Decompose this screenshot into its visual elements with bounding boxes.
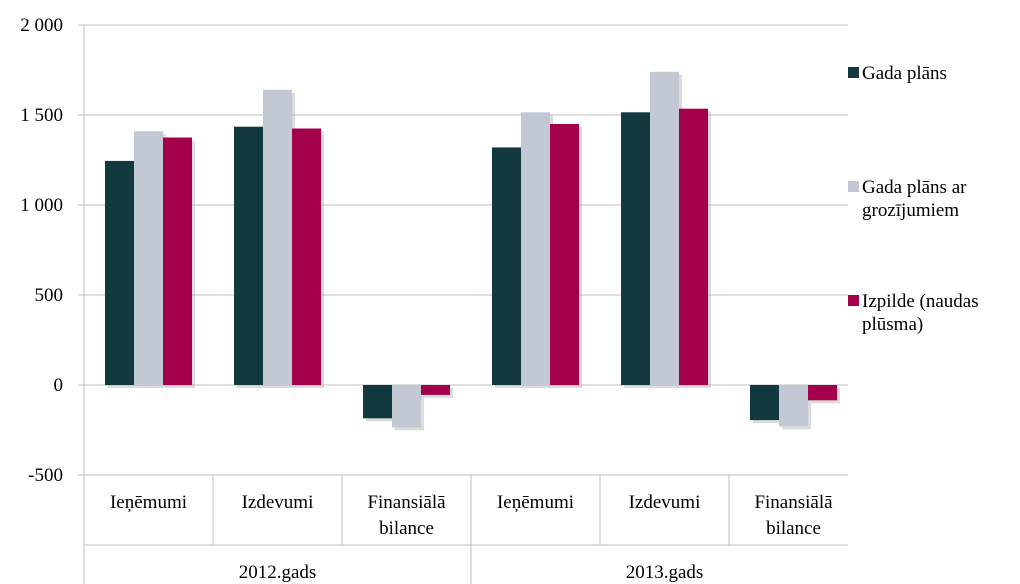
bar (163, 137, 192, 385)
legend-item-gada-plans: Gada plāns (848, 62, 1014, 85)
y-tick-label: 0 (54, 375, 64, 396)
bars (105, 71, 840, 431)
x-category-label: Izdevumi (242, 492, 314, 513)
bar (521, 112, 550, 386)
bar (492, 147, 521, 385)
legend-swatch (848, 295, 859, 306)
bar (779, 385, 808, 427)
bar (134, 131, 163, 385)
legend-label: Gada plāns (862, 63, 947, 84)
bar (263, 89, 292, 386)
x-group-label: 2013.gads (626, 562, 704, 583)
bar (750, 385, 779, 421)
y-tick-label: 500 (35, 285, 64, 306)
bar (621, 112, 650, 386)
chart: 2 000 1 500 1 000 500 0 -500 Ieņēmumi Izdevumi… (20, 15, 848, 584)
legend-label: Gada plāns ar grozījumiem (862, 177, 967, 221)
bar (650, 71, 679, 386)
y-tick-label: 2 000 (20, 15, 63, 36)
bar (392, 385, 421, 428)
x-category-label: Ieņēmumi (110, 492, 187, 513)
legend-item-izpilde: Izpilde (naudas plūsma) (848, 290, 1014, 336)
bar (550, 124, 579, 385)
legend-swatch (848, 181, 859, 192)
legend-swatch (848, 67, 859, 78)
bar (292, 128, 321, 385)
bar (363, 385, 392, 419)
bar (105, 160, 134, 385)
x-category-label: Izdevumi (629, 492, 701, 513)
y-tick-label: 1 500 (20, 105, 63, 126)
x-category-label: bilance (379, 518, 434, 539)
x-category-label: bilance (766, 518, 821, 539)
legend-label: Izpilde (naudas plūsma) (862, 291, 979, 335)
x-axis: Ieņēmumi Izdevumi Finansiālā bilance Ieņēmum… (84, 474, 848, 584)
x-category-label: Ieņēmumi (497, 492, 574, 513)
bar (421, 385, 450, 395)
bar (679, 108, 708, 385)
bar (808, 385, 837, 401)
x-category-label: Finansiālā (367, 492, 446, 513)
bar (234, 126, 263, 385)
x-category-label: Finansiālā (754, 492, 833, 513)
y-axis-ticks: 2 000 1 500 1 000 500 0 -500 (20, 15, 63, 486)
x-group-label: 2012.gads (239, 562, 317, 583)
y-tick-label: 1 000 (20, 195, 63, 216)
legend: Gada plāns Gada plāns ar grozījumiem Izp… (848, 0, 1020, 400)
legend-item-gada-plans-ar-grozijumiem: Gada plāns ar grozījumiem (848, 176, 1014, 222)
y-tick-label: -500 (28, 465, 63, 486)
